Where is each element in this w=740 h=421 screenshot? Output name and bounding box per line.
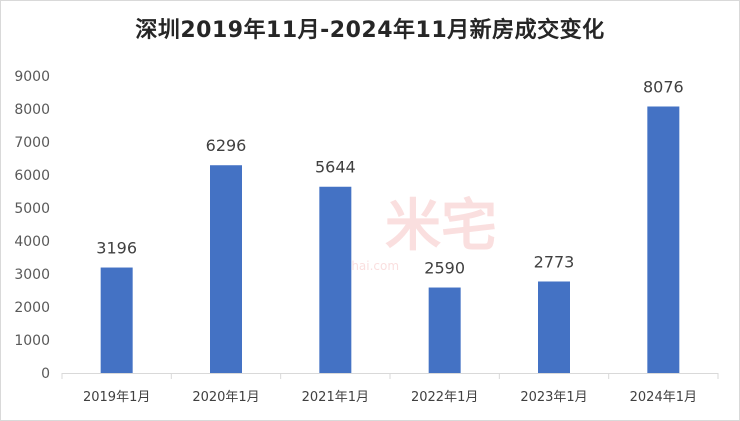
bar (538, 281, 570, 373)
y-tick-label: 3000 (14, 267, 50, 283)
y-axis: 0 1000 2000 3000 4000 5000 6000 7000 8000 9000 (14, 69, 50, 382)
x-axis: 2019年1月 2020年1月 2021年1月 2022年1月 2023年1月 2024年… (61, 373, 719, 405)
x-tick-label: 2021年1月 (302, 390, 369, 405)
data-label: 5644 (315, 158, 356, 177)
y-tick-label: 1000 (14, 333, 50, 349)
x-tick-label: 2022年1月 (411, 390, 478, 405)
x-tick-label: 2020年1月 (192, 390, 259, 405)
y-tick-label: 0 (41, 366, 50, 382)
y-tick-label: 9000 (14, 69, 50, 85)
y-tick-label: 6000 (14, 168, 50, 184)
watermark: 米宅 mizhai.com (330, 194, 497, 273)
bar (100, 267, 133, 373)
y-tick-label: 8000 (14, 102, 50, 118)
bars: 3196 6296 5644 2590 2773 8076 (96, 77, 684, 373)
data-label: 2590 (424, 259, 465, 278)
bar (210, 165, 242, 373)
x-tick-label: 2024年1月 (630, 390, 697, 405)
bar (428, 287, 461, 373)
data-label: 3196 (96, 239, 137, 258)
x-tick-label: 2023年1月 (520, 390, 587, 405)
bar (647, 106, 680, 373)
y-tick-label: 7000 (14, 135, 50, 151)
data-label: 8076 (643, 77, 684, 96)
data-label: 6296 (206, 136, 247, 155)
x-tick-label: 2019年1月 (83, 390, 150, 405)
y-tick-label: 2000 (14, 300, 50, 316)
bar (319, 186, 352, 373)
watermark-text: 米宅 (385, 194, 497, 259)
y-tick-label: 4000 (14, 234, 50, 250)
chart-title: 深圳2019年11月-2024年11月新房成交变化 (135, 18, 605, 43)
data-label: 2773 (534, 252, 575, 271)
y-tick-label: 5000 (14, 201, 50, 217)
